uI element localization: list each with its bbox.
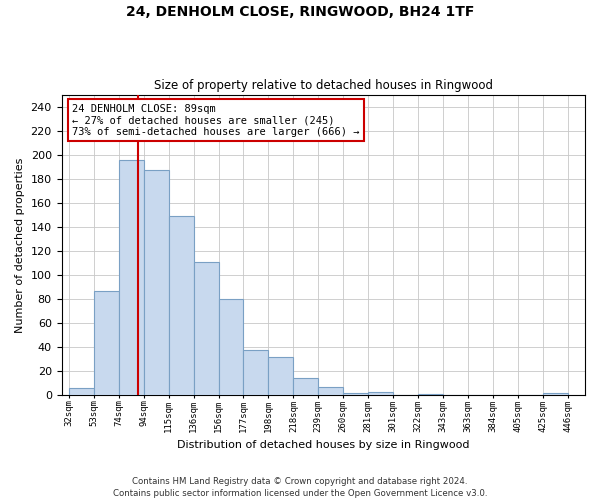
Bar xyxy=(343,393,368,395)
Bar xyxy=(418,394,443,395)
Text: 24, DENHOLM CLOSE, RINGWOOD, BH24 1TF: 24, DENHOLM CLOSE, RINGWOOD, BH24 1TF xyxy=(126,5,474,19)
Bar xyxy=(318,387,343,395)
Bar xyxy=(542,393,568,395)
Bar xyxy=(69,388,94,395)
Bar xyxy=(144,170,169,395)
Text: 24 DENHOLM CLOSE: 89sqm
← 27% of detached houses are smaller (245)
73% of semi-d: 24 DENHOLM CLOSE: 89sqm ← 27% of detache… xyxy=(72,104,359,137)
Bar xyxy=(194,262,218,395)
Bar xyxy=(368,392,393,395)
Bar xyxy=(293,378,318,395)
Bar xyxy=(119,160,144,395)
X-axis label: Distribution of detached houses by size in Ringwood: Distribution of detached houses by size … xyxy=(177,440,470,450)
Bar xyxy=(218,299,244,395)
Bar xyxy=(268,357,293,395)
Y-axis label: Number of detached properties: Number of detached properties xyxy=(15,157,25,332)
Bar xyxy=(169,216,194,395)
Text: Contains HM Land Registry data © Crown copyright and database right 2024.
Contai: Contains HM Land Registry data © Crown c… xyxy=(113,476,487,498)
Bar xyxy=(94,290,119,395)
Bar xyxy=(244,350,268,395)
Title: Size of property relative to detached houses in Ringwood: Size of property relative to detached ho… xyxy=(154,79,493,92)
